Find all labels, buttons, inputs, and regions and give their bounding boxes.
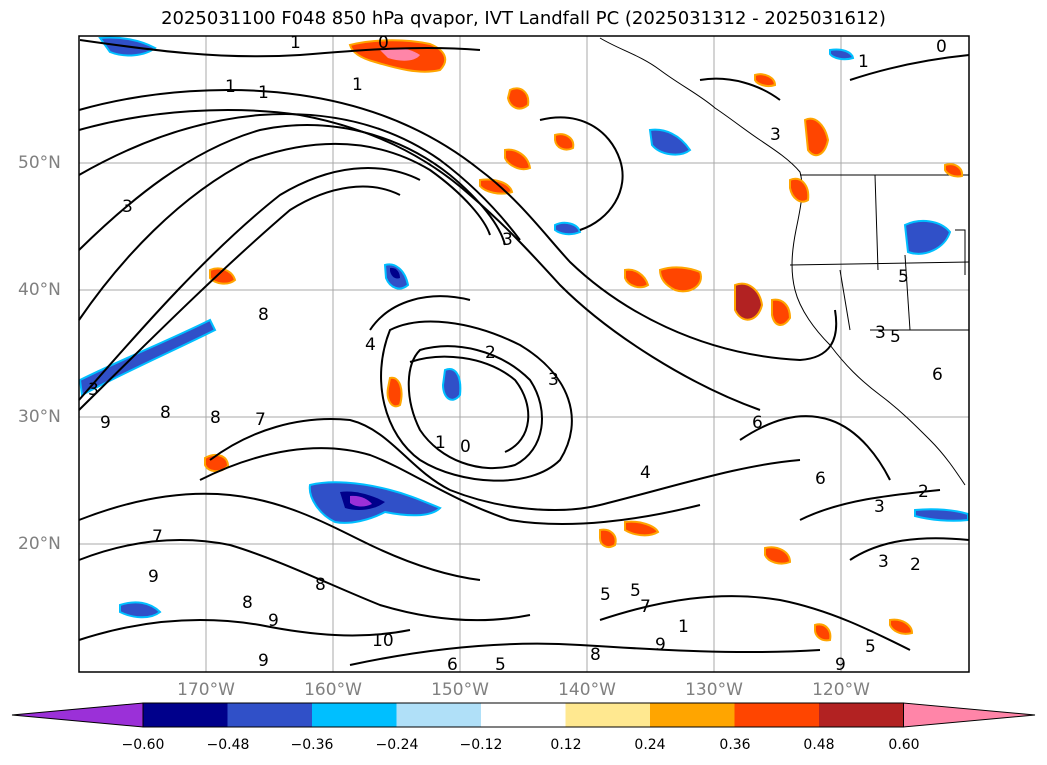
contour-label: 6 xyxy=(447,655,458,675)
contour-label: 1 xyxy=(352,75,363,95)
contour-label: 9 xyxy=(835,655,846,675)
colorbar-tick: −0.48 xyxy=(206,737,250,753)
contour-label: 8 xyxy=(242,593,253,613)
colorbar-segment xyxy=(227,703,313,727)
shaded-anomalies xyxy=(78,36,969,642)
colorbar-extend-min xyxy=(11,702,144,728)
contour-labels: 1 1 1 1 0 1 3 3 3 8 4 2 3 1 0 6 6 4 3 2 … xyxy=(88,33,947,675)
lat-label: 30°N xyxy=(18,407,61,427)
contour-label: 3 xyxy=(874,497,885,517)
contour-label: 5 xyxy=(865,637,876,657)
contour-label: 9 xyxy=(258,651,269,671)
lon-label: 140°W xyxy=(558,680,616,700)
contour-label: 3 xyxy=(502,230,513,250)
contour-label: 5 xyxy=(495,655,506,675)
colorbar-tick: 0.36 xyxy=(719,737,751,753)
contour-label: 7 xyxy=(640,597,651,617)
colorbar xyxy=(11,702,1036,728)
colorbar-tick: −0.24 xyxy=(375,737,419,753)
contour-label: 2 xyxy=(910,555,921,575)
lon-label: 120°W xyxy=(812,680,870,700)
colorbar-tick: 0.48 xyxy=(803,737,835,753)
contour-label: 9 xyxy=(268,611,279,631)
contour-label: 3 xyxy=(770,125,781,145)
contour-label: 9 xyxy=(148,567,159,587)
contour-label: 6 xyxy=(932,365,943,385)
contour-label: 8 xyxy=(590,645,601,665)
colorbar-tick: −0.36 xyxy=(290,737,334,753)
contour-label: 8 xyxy=(315,575,326,595)
lon-label: 150°W xyxy=(431,680,489,700)
lon-label: 130°W xyxy=(685,680,743,700)
colorbar-outline xyxy=(142,702,904,728)
contour-label: 8 xyxy=(210,408,221,428)
contour-label: 2 xyxy=(918,482,929,502)
colorbar-segment xyxy=(734,703,820,727)
plot-title: 2025031100 F048 850 hPa qvapor, IVT Land… xyxy=(161,8,886,29)
contour-label: 1 xyxy=(290,33,301,53)
contour-label: 0 xyxy=(460,437,471,457)
contour-label: 7 xyxy=(255,410,266,430)
colorbar-tick: −0.12 xyxy=(459,737,503,753)
colorbar-tick: 0.24 xyxy=(634,737,666,753)
lat-label: 20°N xyxy=(18,534,61,554)
colorbar-segment xyxy=(481,703,566,727)
lon-label: 170°W xyxy=(177,680,235,700)
lat-label: 40°N xyxy=(18,280,61,300)
contour-label: 6 xyxy=(752,413,763,433)
contour-label: 3 xyxy=(548,370,559,390)
colorbar-segment xyxy=(396,703,482,727)
contour-label: 1 xyxy=(435,433,446,453)
colorbar-segment xyxy=(650,703,735,727)
contour-label: 5 xyxy=(890,327,901,347)
contour-label: 5 xyxy=(600,585,611,605)
map-frame xyxy=(78,35,970,673)
colorbar-tick: −0.60 xyxy=(121,737,165,753)
contour-label: 6 xyxy=(815,469,826,489)
contour-label: 0 xyxy=(936,37,947,57)
contour-label: 1 xyxy=(258,83,269,103)
lat-label: 50°N xyxy=(18,153,61,173)
contour-label: 1 xyxy=(858,52,869,72)
colorbar-tick: 0.12 xyxy=(550,737,582,753)
contour-label: 2 xyxy=(485,343,496,363)
contour-label: 8 xyxy=(258,305,269,325)
contour-label: 5 xyxy=(898,267,909,287)
contour-label: 1 xyxy=(678,617,689,637)
ivt-contours xyxy=(78,39,970,666)
contour-label: 3 xyxy=(88,380,99,400)
contour-label: 1 xyxy=(225,77,236,97)
colorbar-segment xyxy=(143,703,228,727)
contour-label: 7 xyxy=(152,527,163,547)
contour-label: 4 xyxy=(640,463,651,483)
contour-label: 3 xyxy=(875,323,886,343)
colorbar-segment xyxy=(819,703,904,727)
colorbar-segment xyxy=(312,703,397,727)
contour-label: 0 xyxy=(378,33,389,53)
colorbar-tick: 0.60 xyxy=(888,737,920,753)
contour-label: 9 xyxy=(655,635,666,655)
contour-label: 5 xyxy=(630,581,641,601)
contour-label: 4 xyxy=(365,335,376,355)
contour-label: 10 xyxy=(372,631,394,651)
contour-label: 9 xyxy=(100,413,111,433)
contour-label: 8 xyxy=(160,403,171,423)
colorbar-segment xyxy=(565,703,651,727)
contour-label: 3 xyxy=(878,552,889,572)
lon-label: 160°W xyxy=(304,680,362,700)
contour-label: 3 xyxy=(122,197,133,217)
colorbar-extend-max xyxy=(903,702,1036,728)
coastline xyxy=(599,37,970,486)
